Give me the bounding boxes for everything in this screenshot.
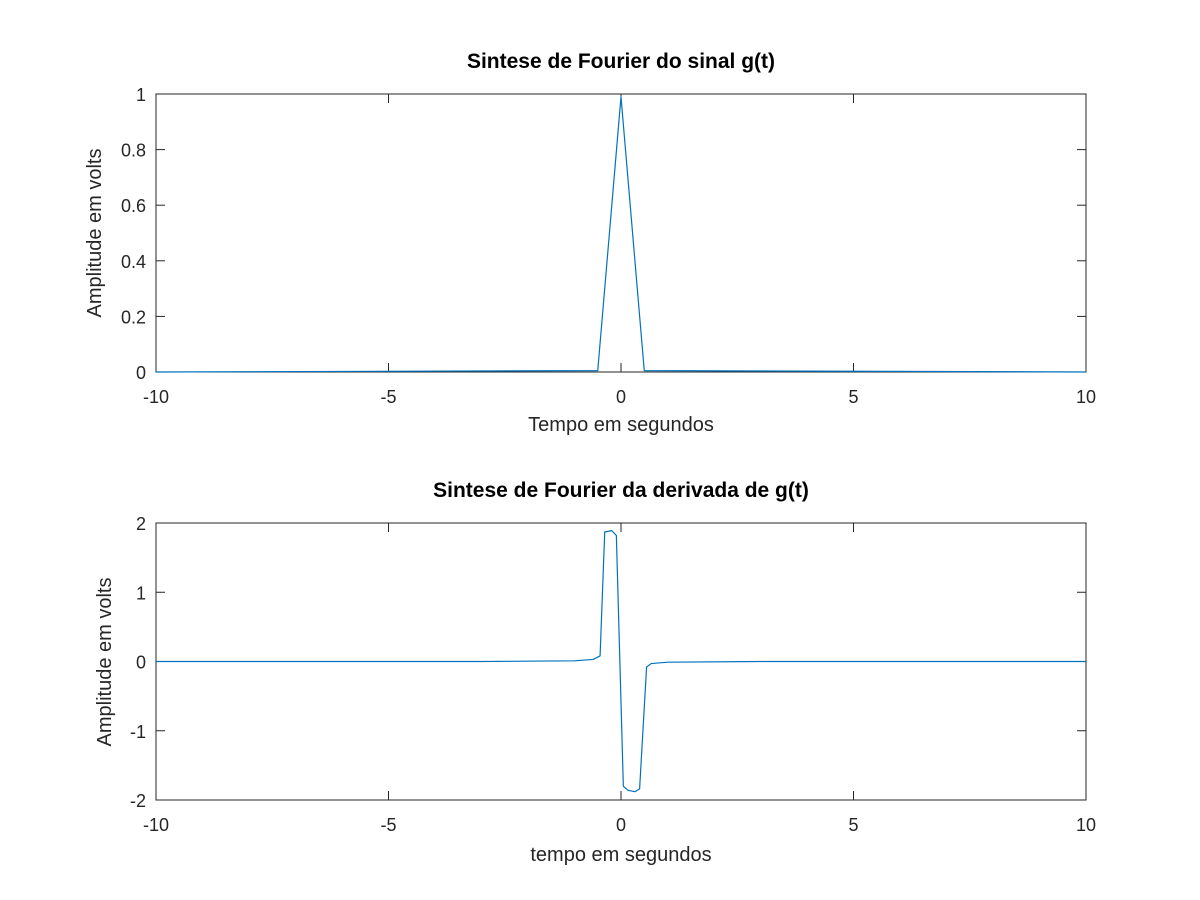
x-tick-label-bottom: -5: [380, 815, 396, 835]
y-tick-label-top: 0: [136, 363, 146, 383]
x-tick-label-top: 10: [1076, 387, 1096, 407]
y-axis-label-bottom: Amplitude em volts: [94, 578, 116, 747]
chart-title-top: Sintese de Fourier do sinal g(t): [467, 50, 775, 73]
series-line-top-0: [155, 96, 1087, 373]
x-axis-label-top: Tempo em segundos: [528, 414, 714, 436]
y-tick-label-top: 0.6: [121, 196, 146, 216]
y-tick-label-bottom: -1: [130, 722, 146, 742]
y-tick-label-bottom: 2: [136, 514, 146, 534]
y-tick-label-top: 0.2: [121, 307, 146, 327]
y-tick-label-top: 0.4: [121, 252, 146, 272]
x-tick-label-bottom: -10: [143, 815, 169, 835]
y-tick-label-bottom: 1: [136, 583, 146, 603]
x-tick-label-top: -5: [380, 387, 396, 407]
y-axis-label-top: Amplitude em volts: [84, 149, 106, 318]
series-line-bottom-0: [156, 530, 1086, 793]
x-tick-label-top: 5: [848, 387, 858, 407]
y-tick-label-bottom: -2: [130, 791, 146, 811]
plot-area-top: -10 -5 0 5 10 0 0.2 0.4 0.6 0.8 1: [121, 85, 1096, 407]
x-axis-label-bottom: tempo em segundos: [530, 844, 711, 866]
subplot-top: -10 -5 0 5 10 0 0.2 0.4 0.6 0.8 1 Sintese de Fouri…: [84, 50, 1096, 436]
x-tick-label-bottom: 5: [848, 815, 858, 835]
y-tick-label-top: 0.8: [121, 141, 146, 161]
x-tick-label-bottom: 0: [616, 815, 626, 835]
y-tick-label-bottom: 0: [136, 653, 146, 673]
chart-title-bottom: Sintese de Fourier da derivada de g(t): [433, 479, 809, 502]
x-tick-label-top: 0: [616, 387, 626, 407]
x-tick-label-top: -10: [143, 387, 169, 407]
y-tick-label-top: 1: [136, 85, 146, 105]
x-tick-label-bottom: 10: [1076, 815, 1096, 835]
